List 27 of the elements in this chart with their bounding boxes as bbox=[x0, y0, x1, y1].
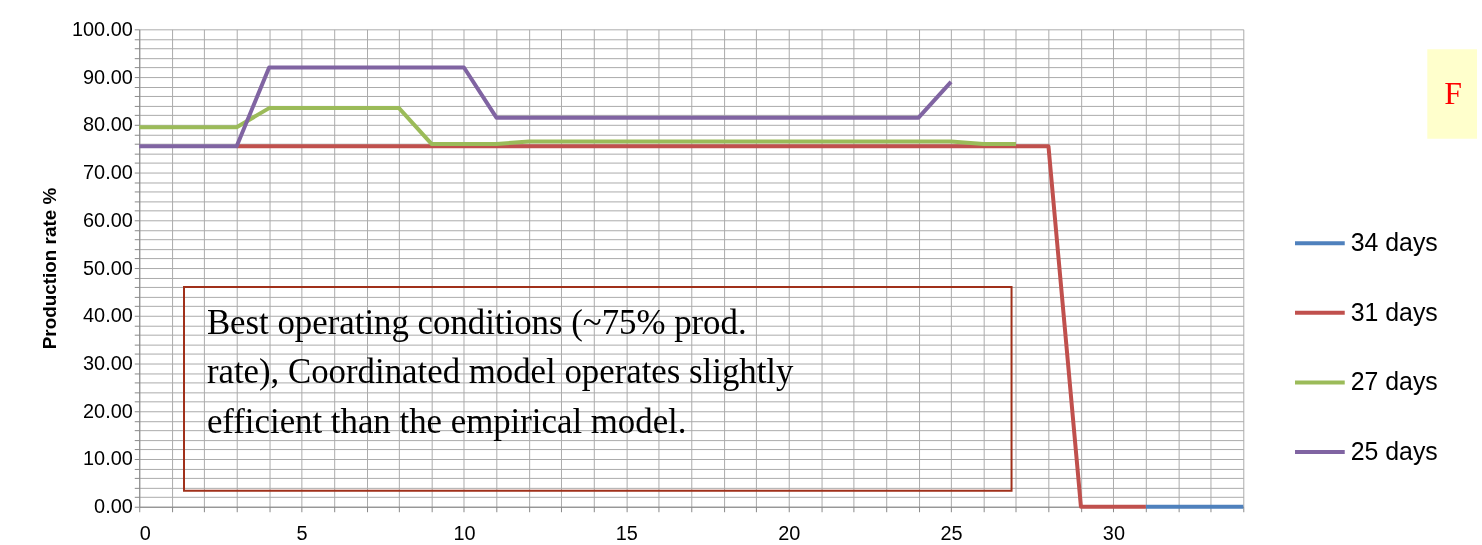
legend-label: 25 days bbox=[1350, 437, 1438, 465]
line-series bbox=[137, 65, 954, 149]
text: F bbox=[1444, 75, 1462, 111]
y-tick-label: 100.00 bbox=[71, 17, 133, 40]
x-tick-label: 30 bbox=[1102, 522, 1125, 545]
y-tick-label: 60.00 bbox=[83, 208, 133, 231]
legend-label: 31 days bbox=[1350, 297, 1438, 326]
line-series bbox=[137, 106, 1018, 146]
legend-label: 27 days bbox=[1350, 367, 1438, 396]
y-tick-label: 20.00 bbox=[83, 399, 133, 422]
x-tick-label: 20 bbox=[778, 522, 801, 545]
y-tick-label: 30.00 bbox=[83, 351, 133, 374]
x-tick-label: 5 bbox=[296, 522, 308, 545]
x-tick-label: 25 bbox=[940, 522, 963, 545]
annotation: Best operating conditions (~75% prod. rate), Coordinated model operates slightly efficient than the empirical model. bbox=[206, 302, 795, 442]
y-tick-label: 50.00 bbox=[83, 256, 133, 279]
y-axis-title: Production rate % bbox=[39, 187, 61, 350]
y-tick-label: 90.00 bbox=[83, 65, 133, 88]
y-tick-label: 0.00 bbox=[94, 495, 133, 518]
x-tick-label: 10 bbox=[453, 522, 476, 545]
y-tick-label: 80.00 bbox=[83, 113, 133, 136]
x-tick-label: 15 bbox=[615, 522, 638, 545]
x-tick-label: 0 bbox=[139, 522, 151, 545]
y-tick-label: 10.00 bbox=[83, 447, 133, 470]
y-tick-label: 70.00 bbox=[83, 161, 133, 184]
y-tick-label: 40.00 bbox=[83, 304, 133, 327]
legend-label: 34 days bbox=[1350, 228, 1438, 257]
